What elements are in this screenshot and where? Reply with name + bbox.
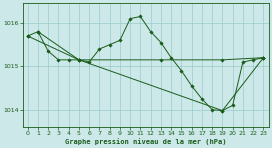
X-axis label: Graphe pression niveau de la mer (hPa): Graphe pression niveau de la mer (hPa): [65, 138, 226, 145]
